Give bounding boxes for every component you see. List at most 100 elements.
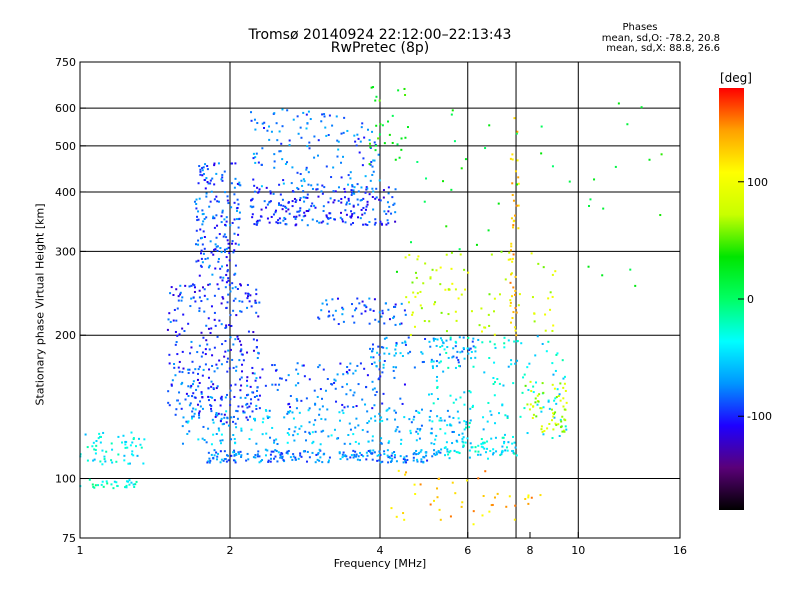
- data-point: [563, 382, 566, 385]
- data-point: [234, 297, 237, 300]
- data-point: [197, 218, 200, 221]
- data-point: [555, 353, 558, 356]
- data-point: [275, 450, 278, 453]
- data-point: [404, 460, 407, 463]
- data-point: [302, 364, 305, 367]
- data-point: [503, 440, 506, 443]
- data-point: [265, 432, 268, 435]
- data-point: [463, 403, 466, 406]
- data-point: [417, 432, 420, 435]
- data-point: [445, 330, 448, 333]
- data-point: [329, 216, 332, 219]
- data-point: [220, 363, 223, 366]
- data-point: [207, 387, 210, 390]
- data-point: [350, 210, 353, 213]
- data-point: [244, 396, 247, 399]
- data-point: [387, 222, 390, 225]
- data-point: [374, 394, 377, 397]
- data-point: [428, 419, 431, 422]
- data-point: [321, 113, 324, 116]
- data-point: [313, 204, 316, 207]
- data-point: [425, 454, 428, 457]
- data-point: [547, 340, 550, 343]
- data-point: [539, 494, 542, 497]
- data-point: [280, 142, 283, 145]
- data-point: [366, 200, 369, 203]
- data-point: [99, 435, 102, 438]
- data-point: [369, 179, 372, 182]
- data-point: [130, 481, 133, 484]
- data-point: [192, 283, 195, 286]
- x-tick-label: 8: [527, 544, 534, 557]
- data-point: [372, 159, 375, 162]
- data-point: [198, 365, 201, 368]
- data-point: [236, 209, 239, 212]
- data-point: [233, 201, 236, 204]
- data-point: [491, 503, 494, 506]
- data-point: [267, 460, 270, 463]
- data-point: [515, 340, 518, 343]
- data-point: [209, 396, 212, 399]
- data-point: [337, 199, 340, 202]
- data-point: [393, 305, 396, 308]
- data-point: [254, 417, 257, 420]
- data-point: [409, 432, 412, 435]
- data-point: [241, 353, 244, 356]
- data-point: [421, 352, 424, 355]
- data-point: [269, 453, 272, 456]
- data-point: [224, 191, 227, 194]
- data-point: [355, 405, 358, 408]
- data-point: [207, 182, 210, 185]
- data-point: [358, 302, 361, 305]
- data-point: [446, 346, 449, 349]
- data-point: [255, 152, 258, 155]
- data-point: [451, 356, 454, 359]
- data-point: [223, 450, 226, 453]
- data-point: [332, 190, 335, 193]
- data-point: [208, 461, 211, 464]
- data-point: [212, 253, 215, 256]
- data-point: [240, 310, 243, 313]
- data-point: [296, 186, 299, 189]
- data-point: [179, 291, 182, 294]
- data-point: [435, 360, 438, 363]
- data-point: [229, 398, 232, 401]
- data-point: [198, 289, 201, 292]
- data-point: [450, 267, 453, 270]
- data-point: [285, 210, 288, 213]
- data-point: [316, 395, 319, 398]
- data-point: [510, 359, 513, 362]
- data-point: [634, 284, 637, 287]
- data-point: [210, 190, 213, 193]
- data-point: [430, 358, 433, 361]
- data-point: [484, 470, 487, 473]
- data-point: [410, 241, 413, 244]
- data-point: [343, 116, 346, 119]
- data-point: [357, 137, 360, 140]
- data-point: [394, 430, 397, 433]
- data-point: [213, 311, 216, 314]
- data-point: [215, 451, 218, 454]
- data-point: [234, 422, 237, 425]
- data-point: [371, 435, 374, 438]
- data-point: [288, 433, 291, 436]
- data-point: [251, 216, 254, 219]
- data-point: [294, 384, 297, 387]
- data-point: [229, 348, 232, 351]
- data-point: [175, 341, 178, 344]
- data-point: [190, 384, 193, 387]
- data-point: [233, 186, 236, 189]
- data-point: [403, 87, 406, 90]
- data-point: [192, 415, 195, 418]
- data-point: [430, 427, 433, 430]
- data-point: [397, 469, 400, 472]
- data-point: [170, 384, 173, 387]
- data-point: [446, 424, 449, 427]
- data-point: [224, 350, 227, 353]
- data-point: [415, 453, 418, 456]
- data-point: [452, 416, 455, 419]
- data-point: [196, 215, 199, 218]
- data-point: [220, 442, 223, 445]
- data-point: [375, 95, 378, 98]
- data-point: [460, 505, 463, 508]
